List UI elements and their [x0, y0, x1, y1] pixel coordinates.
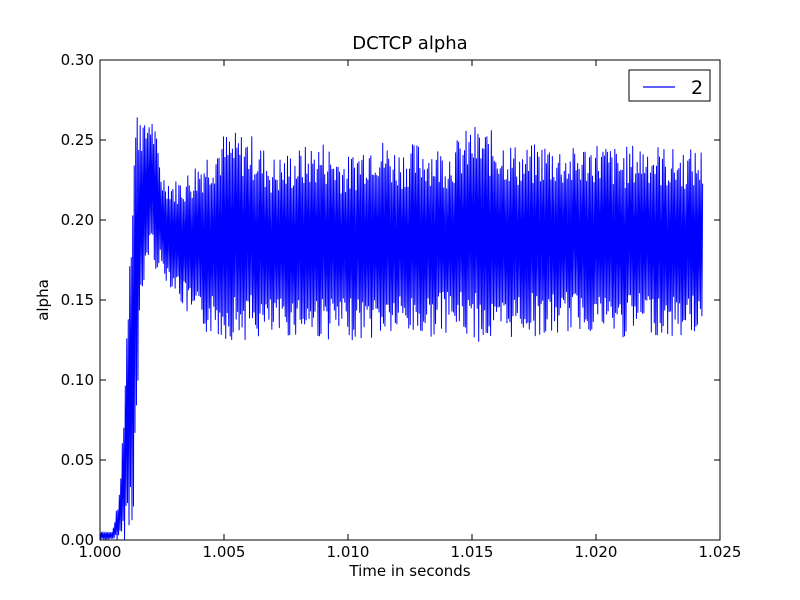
y-tick-label: 0.00 — [61, 531, 94, 549]
legend: 2 — [628, 69, 711, 102]
y-tick-label: 0.25 — [61, 131, 94, 149]
legend-box — [628, 69, 711, 102]
x-tick-label: 1.025 — [699, 543, 742, 561]
chart-title: DCTCP alpha — [352, 33, 467, 54]
y-axis-label: alpha — [34, 279, 52, 321]
series-line-2 — [99, 117, 704, 541]
x-axis-label: Time in seconds — [348, 562, 470, 580]
x-tick-label: 1.010 — [327, 543, 370, 561]
y-tick-label: 0.30 — [61, 51, 94, 69]
x-tick-label: 1.000 — [79, 543, 122, 561]
x-tick-label: 1.020 — [575, 543, 618, 561]
x-tick-label: 1.015 — [451, 543, 494, 561]
x-axis: 1.000 1.005 1.010 1.015 1.020 1.025 — [79, 60, 742, 561]
y-tick-label: 0.15 — [61, 291, 94, 309]
y-tick-label: 0.10 — [61, 371, 94, 389]
y-tick-label: 0.05 — [61, 451, 94, 469]
x-tick-label: 1.005 — [203, 543, 246, 561]
legend-label-series-2: 2 — [691, 77, 703, 99]
y-tick-label: 0.20 — [61, 211, 94, 229]
series-layer — [99, 117, 704, 541]
plot-area — [99, 117, 704, 541]
y-axis: 0.00 0.05 0.10 0.15 0.20 0.25 0.30 — [61, 51, 720, 549]
